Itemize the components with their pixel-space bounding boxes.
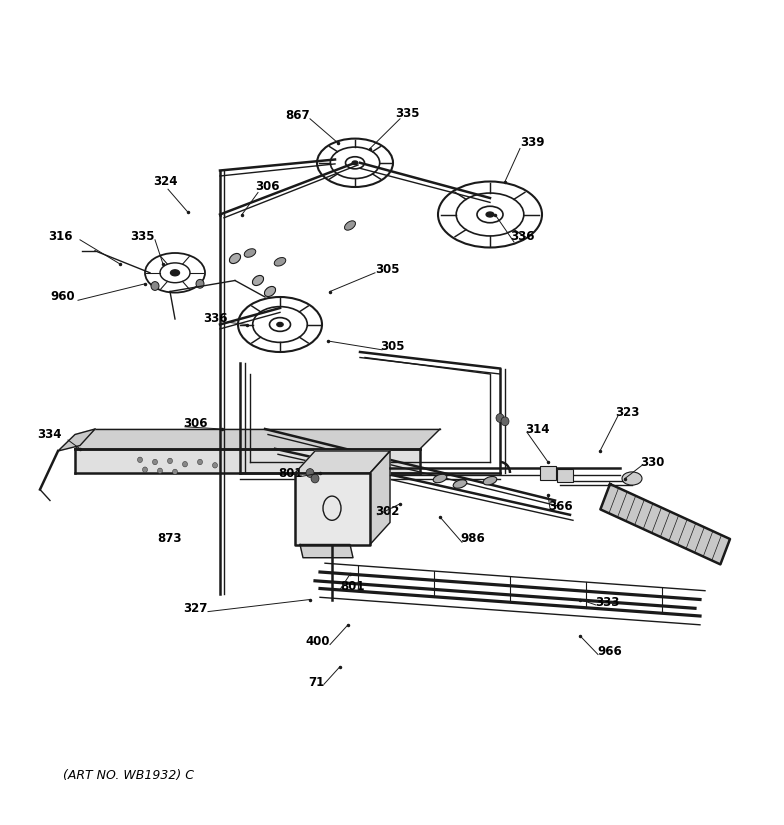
Circle shape (168, 458, 172, 464)
Polygon shape (601, 484, 730, 564)
Ellipse shape (486, 212, 494, 217)
Ellipse shape (453, 480, 466, 488)
Ellipse shape (252, 276, 263, 285)
Circle shape (137, 457, 143, 463)
Ellipse shape (277, 323, 283, 327)
Circle shape (496, 413, 504, 422)
Bar (557, 469, 573, 482)
Text: 867: 867 (285, 109, 310, 122)
Circle shape (158, 468, 162, 474)
Polygon shape (295, 473, 370, 544)
Polygon shape (75, 429, 440, 449)
Text: 314: 314 (525, 422, 550, 436)
Circle shape (151, 281, 159, 290)
Text: 327: 327 (183, 601, 208, 615)
Text: 333: 333 (595, 596, 619, 610)
Text: 323: 323 (615, 406, 640, 419)
Text: 302: 302 (375, 505, 399, 518)
Circle shape (143, 467, 147, 473)
Ellipse shape (230, 253, 241, 263)
Text: 960: 960 (50, 290, 75, 304)
Text: 400: 400 (306, 634, 330, 648)
Ellipse shape (245, 248, 256, 257)
Text: 324: 324 (153, 175, 177, 188)
Text: 71: 71 (309, 676, 325, 689)
Ellipse shape (264, 286, 275, 296)
Text: (ART NO. WB1932) C: (ART NO. WB1932) C (63, 769, 194, 782)
Text: 335: 335 (395, 106, 419, 120)
Circle shape (311, 474, 319, 483)
Text: 334: 334 (38, 428, 62, 441)
Polygon shape (75, 449, 420, 473)
Circle shape (501, 417, 509, 426)
Ellipse shape (274, 257, 285, 266)
Text: 801: 801 (340, 580, 365, 593)
Text: 366: 366 (548, 499, 572, 512)
Ellipse shape (344, 221, 355, 230)
Ellipse shape (483, 477, 497, 485)
Polygon shape (58, 429, 95, 451)
Bar (540, 466, 556, 479)
Circle shape (153, 460, 158, 464)
Text: 306: 306 (183, 417, 208, 430)
Text: 305: 305 (380, 340, 405, 353)
Text: 873: 873 (158, 532, 182, 545)
Text: 306: 306 (255, 181, 280, 194)
Text: 339: 339 (520, 136, 545, 149)
Text: 335: 335 (130, 230, 155, 243)
Circle shape (196, 280, 204, 288)
Polygon shape (370, 451, 390, 544)
Text: 801: 801 (278, 466, 303, 479)
Circle shape (172, 469, 177, 474)
Polygon shape (295, 451, 390, 473)
Text: 986: 986 (460, 532, 485, 545)
Text: 336: 336 (510, 230, 535, 243)
Polygon shape (300, 544, 353, 558)
Circle shape (198, 460, 202, 464)
Text: 330: 330 (640, 455, 664, 469)
Text: 316: 316 (49, 230, 73, 243)
Circle shape (212, 463, 217, 468)
Ellipse shape (622, 472, 642, 485)
Text: 305: 305 (375, 263, 400, 276)
Ellipse shape (170, 270, 180, 276)
Circle shape (183, 461, 187, 467)
Ellipse shape (352, 161, 358, 165)
Ellipse shape (434, 474, 447, 483)
Circle shape (306, 469, 314, 478)
Text: 336: 336 (204, 313, 228, 326)
Text: 966: 966 (597, 644, 622, 658)
